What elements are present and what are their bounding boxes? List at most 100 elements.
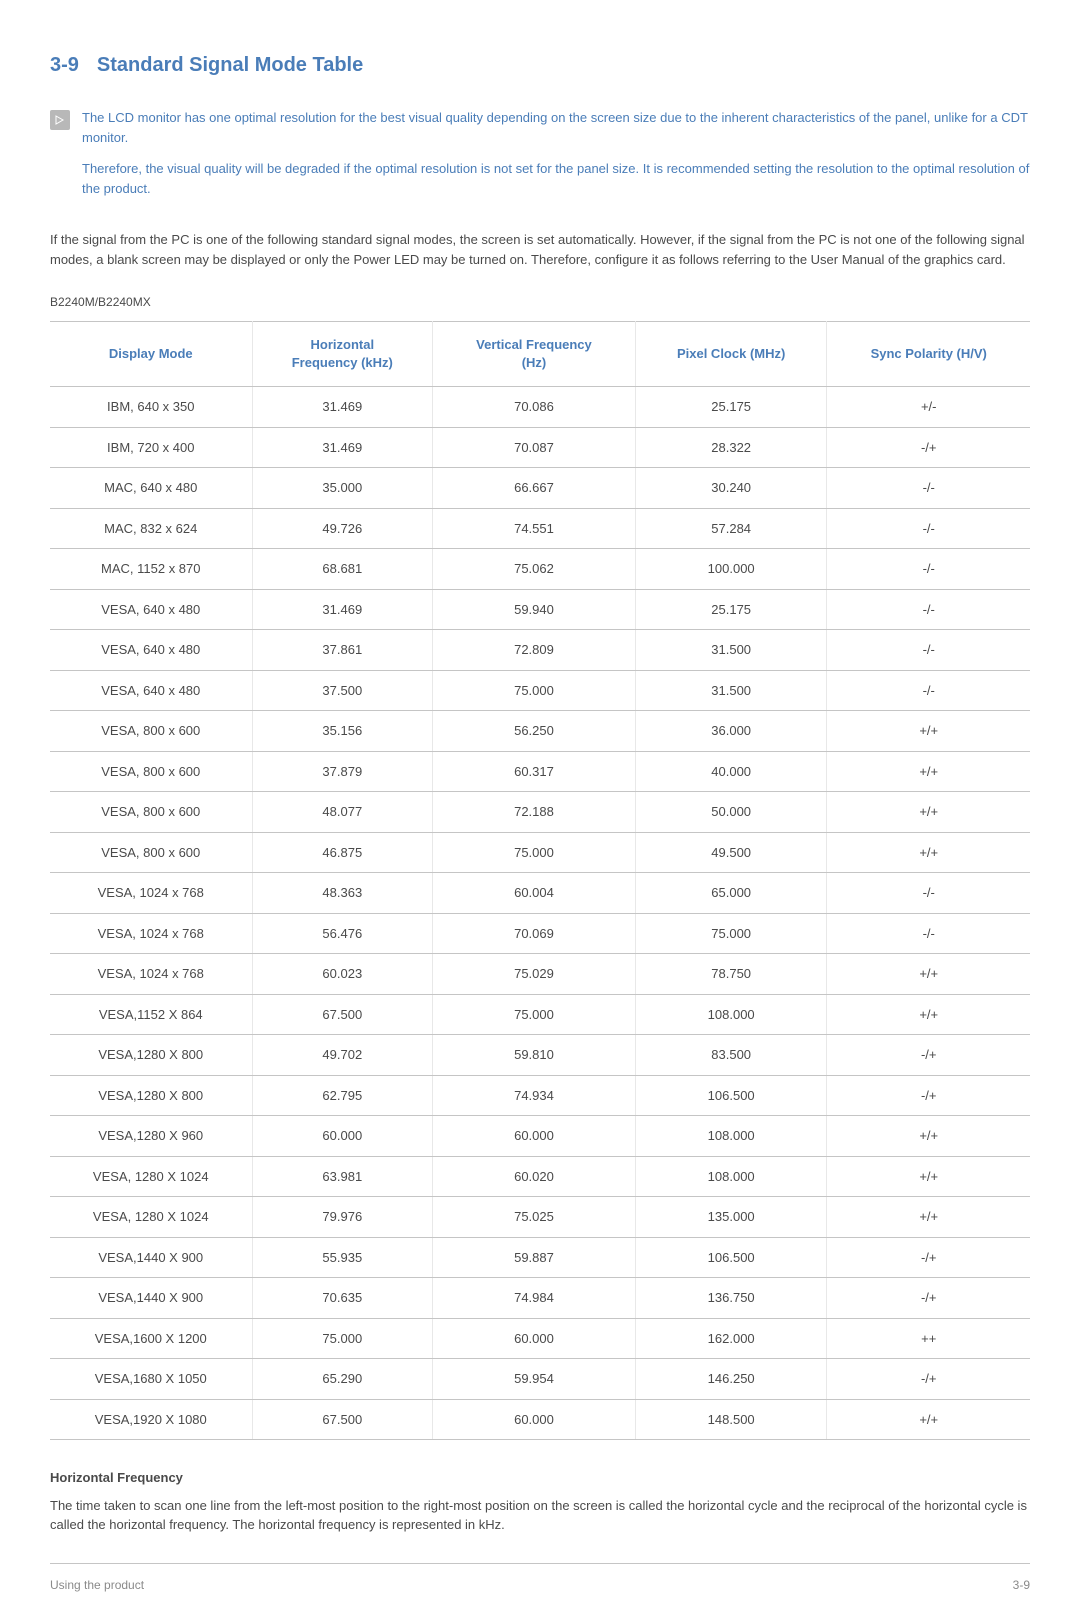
table-cell: 48.077 <box>252 792 433 833</box>
table-cell: 67.500 <box>252 994 433 1035</box>
table-cell: VESA,1440 X 900 <box>50 1278 252 1319</box>
table-cell: 72.809 <box>433 630 636 671</box>
table-row: MAC, 640 x 48035.00066.66730.240-/- <box>50 468 1030 509</box>
table-cell: 25.175 <box>635 589 827 630</box>
table-cell: 67.500 <box>252 1399 433 1440</box>
table-cell: 68.681 <box>252 549 433 590</box>
table-cell: 49.500 <box>635 832 827 873</box>
table-cell: 65.290 <box>252 1359 433 1400</box>
table-cell: 75.000 <box>635 913 827 954</box>
table-cell: 60.000 <box>433 1116 636 1157</box>
table-cell: 79.976 <box>252 1197 433 1238</box>
table-cell: 70.086 <box>433 387 636 428</box>
table-cell: 65.000 <box>635 873 827 914</box>
table-cell: 66.667 <box>433 468 636 509</box>
table-cell: -/- <box>827 913 1030 954</box>
table-cell: 74.551 <box>433 508 636 549</box>
table-cell: VESA,1440 X 900 <box>50 1237 252 1278</box>
section-number: 3-9 <box>50 50 79 80</box>
table-cell: 108.000 <box>635 1116 827 1157</box>
table-row: VESA, 1024 x 76860.02375.02978.750+/+ <box>50 954 1030 995</box>
table-row: VESA,1280 X 80049.70259.81083.500-/+ <box>50 1035 1030 1076</box>
table-cell: VESA, 1280 X 1024 <box>50 1197 252 1238</box>
table-cell: 60.000 <box>433 1399 636 1440</box>
table-cell: 55.935 <box>252 1237 433 1278</box>
table-cell: 30.240 <box>635 468 827 509</box>
col-pixel-clock: Pixel Clock (MHz) <box>635 322 827 387</box>
table-cell: +/+ <box>827 1197 1030 1238</box>
table-cell: 59.954 <box>433 1359 636 1400</box>
col-sync-polarity: Sync Polarity (H/V) <box>827 322 1030 387</box>
table-cell: 31.469 <box>252 427 433 468</box>
table-cell: MAC, 640 x 480 <box>50 468 252 509</box>
col-vertical-freq: Vertical Frequency(Hz) <box>433 322 636 387</box>
table-cell: VESA,1600 X 1200 <box>50 1318 252 1359</box>
table-cell: 106.500 <box>635 1237 827 1278</box>
table-cell: 28.322 <box>635 427 827 468</box>
table-cell: -/+ <box>827 1278 1030 1319</box>
table-row: VESA, 1024 x 76856.47670.06975.000-/- <box>50 913 1030 954</box>
table-cell: -/+ <box>827 427 1030 468</box>
note-icon <box>50 110 70 130</box>
table-cell: 70.069 <box>433 913 636 954</box>
section-title: Standard Signal Mode Table <box>97 50 363 80</box>
table-cell: 60.000 <box>252 1116 433 1157</box>
table-cell: 106.500 <box>635 1075 827 1116</box>
table-row: VESA,1152 X 86467.50075.000108.000+/+ <box>50 994 1030 1035</box>
table-cell: 70.087 <box>433 427 636 468</box>
signal-mode-table: Display Mode HorizontalFrequency (kHz) V… <box>50 321 1030 1440</box>
table-row: IBM, 640 x 35031.46970.08625.175+/- <box>50 387 1030 428</box>
th-text: Vertical Frequency <box>476 337 592 352</box>
th-text: Horizontal <box>311 337 375 352</box>
section-header: 3-9 Standard Signal Mode Table <box>50 50 1030 80</box>
table-cell: 100.000 <box>635 549 827 590</box>
table-cell: VESA,1152 X 864 <box>50 994 252 1035</box>
table-cell: 31.500 <box>635 630 827 671</box>
footer-right: 3-9 <box>1013 1576 1030 1594</box>
table-cell: +/+ <box>827 1116 1030 1157</box>
table-cell: VESA, 1024 x 768 <box>50 954 252 995</box>
table-cell: 37.500 <box>252 670 433 711</box>
table-cell: 46.875 <box>252 832 433 873</box>
table-row: VESA, 640 x 48037.50075.00031.500-/- <box>50 670 1030 711</box>
table-row: VESA,1280 X 96060.00060.000108.000+/+ <box>50 1116 1030 1157</box>
table-row: VESA,1920 X 108067.50060.000148.500+/+ <box>50 1399 1030 1440</box>
table-cell: 31.469 <box>252 589 433 630</box>
note-box: The LCD monitor has one optimal resoluti… <box>50 108 1030 210</box>
table-cell: 37.879 <box>252 751 433 792</box>
table-cell: 35.000 <box>252 468 433 509</box>
table-cell: 78.750 <box>635 954 827 995</box>
table-row: MAC, 832 x 62449.72674.55157.284-/- <box>50 508 1030 549</box>
col-horizontal-freq: HorizontalFrequency (kHz) <box>252 322 433 387</box>
table-cell: 59.940 <box>433 589 636 630</box>
table-cell: 60.000 <box>433 1318 636 1359</box>
table-cell: 35.156 <box>252 711 433 752</box>
table-cell: VESA, 640 x 480 <box>50 589 252 630</box>
table-cell: 70.635 <box>252 1278 433 1319</box>
table-cell: +/+ <box>827 832 1030 873</box>
table-row: VESA, 1280 X 102463.98160.020108.000+/+ <box>50 1156 1030 1197</box>
table-header-row: Display Mode HorizontalFrequency (kHz) V… <box>50 322 1030 387</box>
table-row: VESA, 1280 X 102479.97675.025135.000+/+ <box>50 1197 1030 1238</box>
table-cell: VESA,1680 X 1050 <box>50 1359 252 1400</box>
table-cell: 36.000 <box>635 711 827 752</box>
table-cell: 74.984 <box>433 1278 636 1319</box>
table-cell: IBM, 720 x 400 <box>50 427 252 468</box>
table-cell: VESA, 800 x 600 <box>50 792 252 833</box>
table-cell: 31.500 <box>635 670 827 711</box>
table-cell: 146.250 <box>635 1359 827 1400</box>
table-cell: 59.887 <box>433 1237 636 1278</box>
table-body: IBM, 640 x 35031.46970.08625.175+/-IBM, … <box>50 387 1030 1440</box>
table-cell: -/- <box>827 630 1030 671</box>
table-cell: -/+ <box>827 1075 1030 1116</box>
table-row: VESA,1600 X 120075.00060.000162.000++ <box>50 1318 1030 1359</box>
table-cell: 60.317 <box>433 751 636 792</box>
table-cell: 63.981 <box>252 1156 433 1197</box>
table-cell: 148.500 <box>635 1399 827 1440</box>
table-cell: 108.000 <box>635 994 827 1035</box>
horizontal-frequency-heading: Horizontal Frequency <box>50 1468 1030 1488</box>
table-cell: 37.861 <box>252 630 433 671</box>
intro-paragraph: If the signal from the PC is one of the … <box>50 230 1030 269</box>
page-footer: Using the product 3-9 <box>50 1563 1030 1594</box>
table-cell: +/+ <box>827 711 1030 752</box>
